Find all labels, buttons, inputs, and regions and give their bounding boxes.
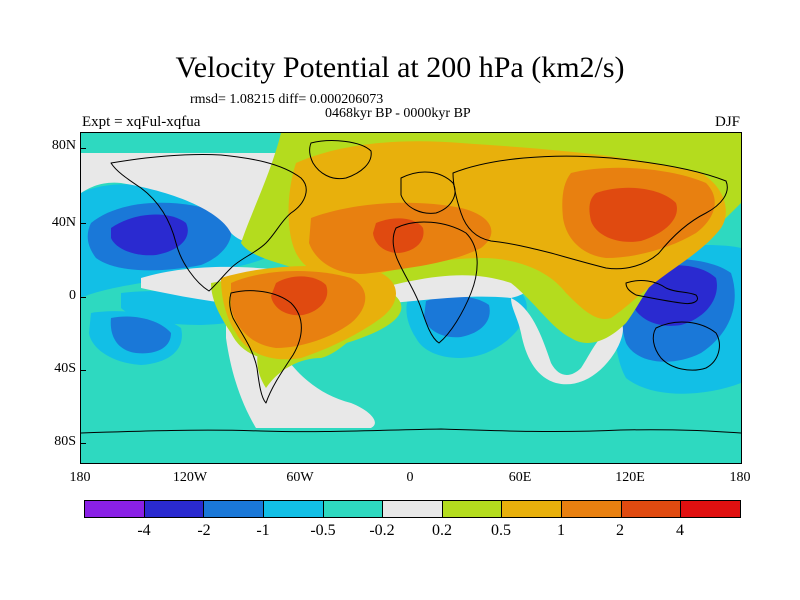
colorbar-label: 2: [616, 522, 624, 539]
coast-australia: [652, 321, 720, 371]
colorbar-label: -2: [197, 522, 211, 539]
period-line: 0468kyr BP - 0000kyr BP: [325, 106, 471, 121]
region-white-west: [81, 153, 298, 243]
lat-tick: [80, 297, 86, 298]
colorbar-swatch: [442, 501, 503, 517]
coast-antarctica: [81, 428, 741, 434]
stats-line: rmsd= 1.08215 diff= 0.000206073: [190, 92, 384, 107]
season-label: DJF: [714, 114, 740, 130]
region-red-orange-east-asia: [589, 187, 677, 242]
colorbar-swatch: [562, 501, 622, 517]
colorbar-swatch: [144, 501, 205, 517]
colorbar-swatch: [323, 501, 384, 517]
coastlines: [81, 140, 741, 434]
lat-label-40s: 40S: [54, 361, 76, 376]
colorbar-label: 1: [557, 522, 565, 539]
figure-title: Velocity Potential at 200 hPa (km2/s): [175, 51, 625, 84]
lon-label-180w: 180: [69, 470, 91, 485]
lon-label-0: 0: [406, 470, 414, 485]
lon-label-60e: 60E: [508, 470, 532, 485]
colorbar-label: 4: [676, 522, 684, 539]
lat-tick: [80, 148, 86, 149]
colorbar-label: -1: [256, 522, 270, 539]
lon-label-120w: 120W: [172, 470, 208, 485]
colorbar-swatch: [85, 501, 145, 517]
coast-south-america: [229, 290, 302, 404]
colorbar-swatch: [263, 501, 324, 517]
region-white-indian-ocean: [511, 298, 623, 385]
map-panel: [80, 132, 742, 464]
region-mid-blue-atlantic: [424, 296, 490, 338]
contour-map: [81, 133, 741, 463]
lat-tick: [80, 443, 86, 444]
colorbar-label: 0.2: [432, 522, 452, 539]
region-dark-blue-north-pacific: [111, 214, 188, 256]
colorbar-swatch: [621, 501, 682, 517]
colorbar-label: -0.2: [369, 522, 395, 539]
lat-label-80n: 80N: [51, 138, 76, 153]
lat-tick: [80, 223, 86, 224]
coast-asia: [452, 155, 728, 270]
lat-label-80s: 80S: [54, 434, 76, 449]
colorbar-swatch: [681, 501, 741, 517]
colorbar-label: -4: [137, 522, 151, 539]
region-red-orange-africa: [373, 218, 424, 253]
lon-label-60w: 60W: [286, 470, 314, 485]
colorbar-swatch: [502, 501, 563, 517]
region-mid-blue-south-pacific: [110, 316, 171, 354]
lat-tick: [80, 370, 86, 371]
experiment-label: Expt = xqFul-xqfua: [82, 114, 201, 130]
positive-regions: [211, 133, 741, 388]
colorbar-swatch: [383, 501, 443, 517]
colorbar-swatch: [204, 501, 264, 517]
region-red-orange-america: [271, 276, 328, 316]
coast-north-america: [110, 154, 307, 292]
coast-greenland: [309, 140, 372, 180]
colorbar-label: 0.5: [491, 522, 511, 539]
lat-label-40n: 40N: [51, 215, 76, 230]
lon-label-120e: 120E: [615, 470, 645, 485]
lat-label-0: 0: [69, 288, 76, 303]
coast-africa: [392, 221, 478, 344]
colorbar: [84, 500, 741, 518]
lon-label-180e: 180: [729, 470, 751, 485]
coast-europe: [400, 171, 456, 214]
coast-maritime-continent: [625, 280, 698, 304]
colorbar-label: -0.5: [310, 522, 336, 539]
